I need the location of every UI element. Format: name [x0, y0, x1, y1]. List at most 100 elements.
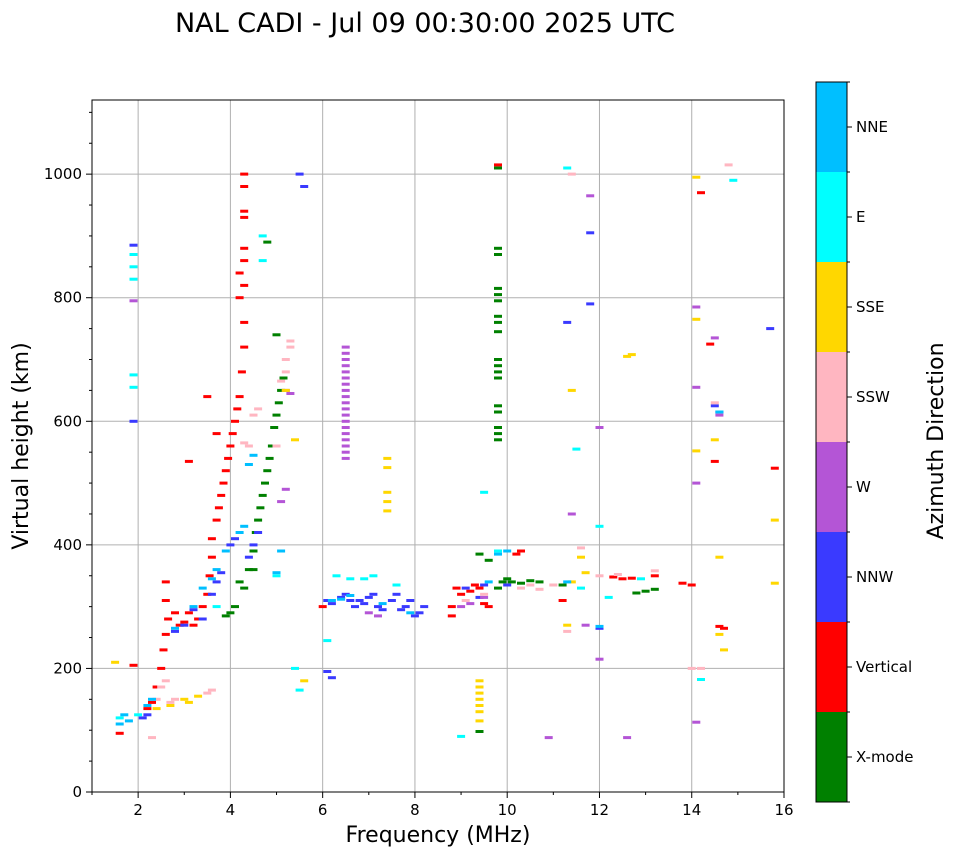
data-point	[494, 293, 502, 297]
data-point	[715, 624, 724, 628]
data-point	[724, 163, 733, 167]
data-point	[341, 345, 350, 349]
data-point	[175, 623, 184, 627]
data-point	[494, 358, 502, 361]
data-point	[766, 327, 775, 331]
x-tick-label: 2	[133, 801, 143, 819]
data-point	[351, 605, 359, 609]
data-point	[341, 376, 350, 380]
data-point	[249, 543, 258, 547]
data-point	[240, 283, 249, 287]
data-point	[258, 259, 267, 263]
data-point	[265, 456, 274, 460]
data-point	[563, 580, 572, 584]
data-point	[457, 605, 466, 609]
data-point	[341, 351, 350, 355]
data-point	[235, 296, 244, 300]
data-point	[286, 339, 295, 343]
data-point	[226, 444, 235, 448]
data-point	[484, 558, 493, 562]
data-point	[577, 586, 585, 590]
data-point	[346, 577, 355, 581]
data-point	[475, 595, 484, 599]
data-point	[115, 716, 124, 720]
data-point	[494, 549, 502, 553]
data-point	[641, 589, 650, 593]
data-point	[512, 552, 521, 556]
data-point	[406, 611, 415, 615]
data-point	[378, 602, 387, 606]
data-point	[692, 175, 701, 179]
data-point	[148, 700, 156, 704]
data-point	[475, 704, 484, 707]
data-point	[171, 629, 179, 633]
data-point	[595, 426, 604, 429]
data-point	[341, 395, 350, 399]
data-point	[254, 518, 263, 522]
colorbar-segment-x-mode	[816, 712, 847, 802]
data-point	[129, 265, 138, 269]
data-point	[180, 620, 189, 624]
data-point	[346, 594, 355, 597]
data-point	[710, 404, 719, 408]
data-point	[623, 736, 632, 740]
data-point	[475, 685, 484, 689]
data-point	[609, 575, 618, 579]
colorbar-label: Azimuth Direction	[924, 342, 949, 539]
data-point	[461, 586, 470, 590]
colorbar-tick-label: SSW	[856, 388, 890, 406]
data-point	[364, 611, 373, 615]
data-point	[595, 574, 604, 578]
colorbar-segment-nne	[816, 82, 847, 172]
data-point	[494, 432, 502, 436]
data-point	[475, 679, 484, 683]
x-tick-label: 10	[498, 801, 517, 819]
data-point	[494, 410, 502, 414]
data-point	[401, 605, 410, 609]
data-point	[494, 364, 502, 368]
colorbar: X-mode Vertical NNW W SSW SSE E NNE	[815, 81, 913, 803]
x-tick-label: 12	[590, 801, 609, 819]
data-point	[198, 605, 207, 609]
data-point	[341, 432, 350, 436]
data-point	[258, 493, 267, 497]
data-point	[697, 191, 705, 195]
series-x-mode	[221, 166, 659, 733]
data-point	[627, 353, 636, 357]
x-tick-label: 4	[226, 801, 236, 819]
data-point	[124, 719, 133, 723]
data-point	[244, 555, 253, 559]
data-point	[281, 487, 290, 491]
data-point	[240, 209, 249, 213]
y-tick-label: 0	[72, 783, 82, 801]
data-point	[692, 305, 701, 309]
data-point	[256, 506, 265, 510]
series-w	[129, 194, 724, 740]
data-point	[341, 426, 350, 429]
data-point	[494, 438, 502, 442]
data-point	[166, 700, 175, 704]
colorbar-tick-label: NNW	[856, 568, 893, 586]
data-point	[341, 382, 350, 386]
data-point	[715, 632, 724, 636]
colorbar-segment-ssw	[816, 352, 847, 442]
data-point	[235, 395, 244, 399]
data-point	[563, 166, 572, 170]
data-point	[581, 623, 590, 627]
data-point	[770, 518, 779, 522]
data-point	[207, 537, 216, 541]
data-point	[526, 583, 535, 587]
data-point	[715, 410, 724, 414]
data-point	[270, 426, 279, 429]
data-point	[337, 595, 346, 599]
data-point	[171, 611, 179, 615]
data-point	[586, 231, 595, 235]
data-point	[378, 608, 387, 612]
data-point	[148, 736, 156, 740]
data-point	[235, 271, 244, 275]
colorbar-segment-sse	[816, 262, 847, 352]
data-point	[494, 163, 502, 167]
data-point	[148, 697, 156, 701]
data-point	[595, 624, 604, 628]
